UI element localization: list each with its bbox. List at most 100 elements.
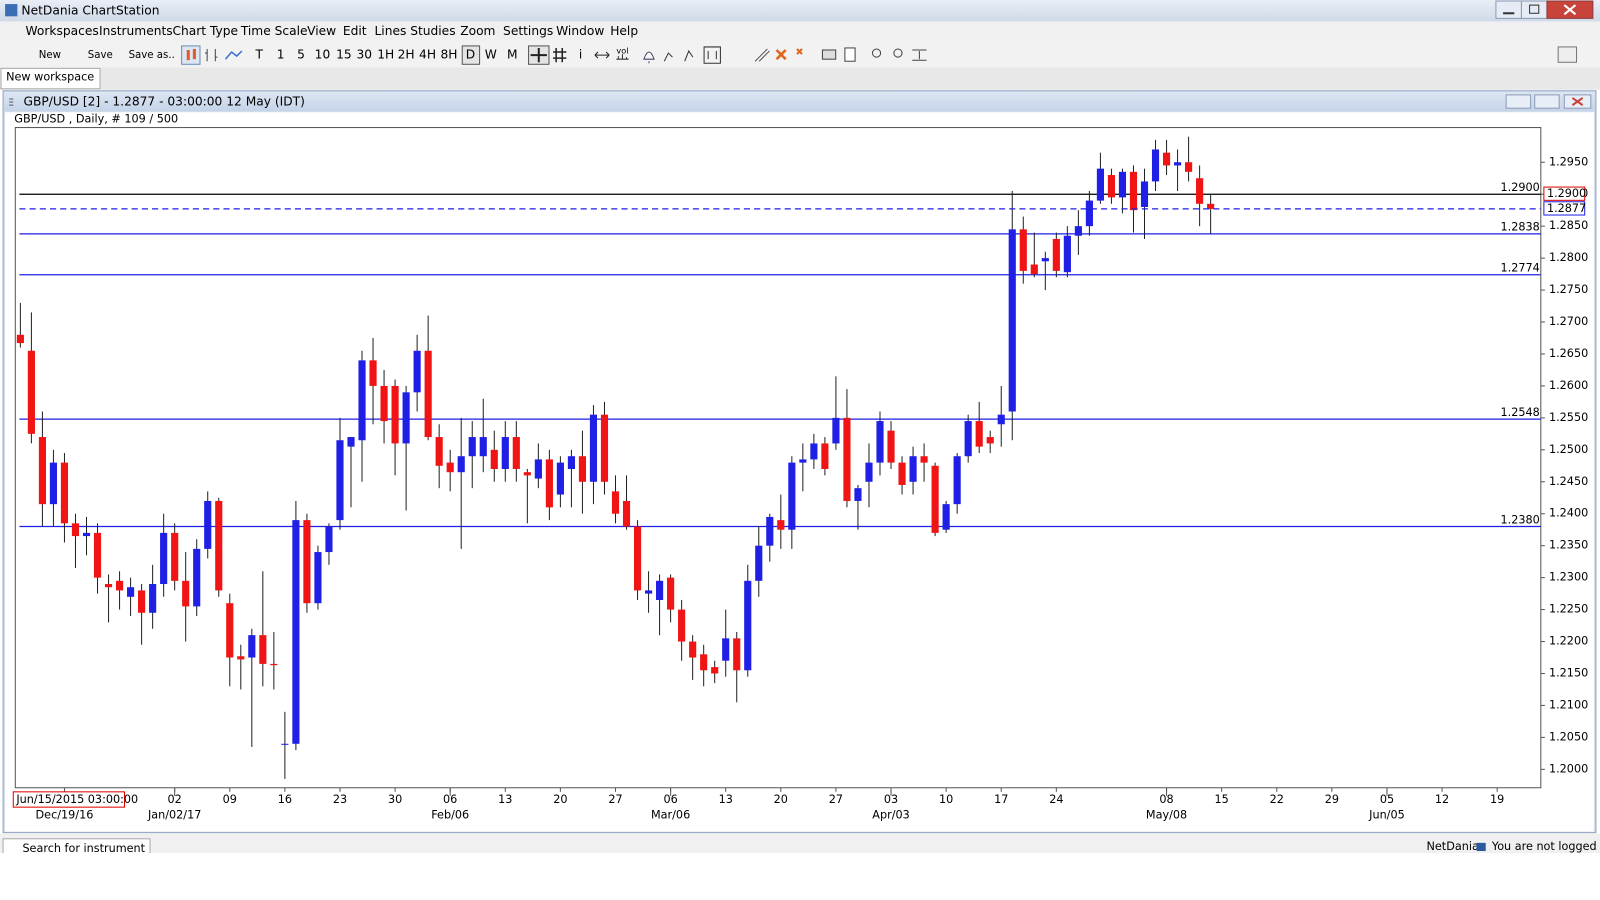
menu-item[interactable]: Studies xyxy=(410,24,455,38)
candle-body xyxy=(215,500,223,591)
chart-restore[interactable] xyxy=(1534,94,1560,109)
preview-button[interactable] xyxy=(844,47,856,62)
candle-body xyxy=(1173,162,1182,166)
scroll-button[interactable] xyxy=(594,51,610,59)
layout-button[interactable] xyxy=(1557,46,1578,63)
delete-all-tool[interactable] xyxy=(796,48,803,55)
period-button[interactable]: W xyxy=(485,48,497,62)
x-tick-label: 10 xyxy=(939,793,953,806)
menu-item[interactable]: Chart Type xyxy=(172,24,238,38)
workspace-tab[interactable] xyxy=(0,67,101,90)
y-tick-label: 1.2350 xyxy=(1549,539,1588,552)
minimize-button[interactable] xyxy=(1495,0,1522,19)
menu: Workspaces Instruments Chart Type Time Scal… xyxy=(26,24,639,38)
zoom-out-button[interactable] xyxy=(893,48,903,58)
menu-item[interactable]: View xyxy=(307,24,336,38)
period-button[interactable]: 4H xyxy=(419,48,436,62)
x-tick-label: 29 xyxy=(1325,793,1339,806)
x-tick-label: 13 xyxy=(498,793,512,806)
period-button[interactable]: 10 xyxy=(315,48,331,62)
period-button[interactable]: D xyxy=(466,48,475,62)
menu-item[interactable]: Time Scale xyxy=(240,24,308,38)
candle-body xyxy=(281,743,289,745)
x-major-label: May/08 xyxy=(1146,808,1187,821)
y-tick-label: 1.2600 xyxy=(1549,379,1588,392)
candle-body xyxy=(127,587,135,597)
candle-body xyxy=(622,500,631,527)
period-button[interactable]: 1H xyxy=(377,48,394,62)
candle-body xyxy=(193,548,201,607)
y-tick-label: 1.2500 xyxy=(1549,443,1588,456)
grid-button[interactable] xyxy=(553,47,567,63)
menu-item[interactable]: Window xyxy=(556,24,604,38)
chart: 1.2000 1.2050 1.2100 1.2150 1.2200 1.2250 1.23… xyxy=(12,127,1588,821)
y-tick-label: 1.2150 xyxy=(1549,666,1588,679)
fit-button[interactable] xyxy=(912,49,927,61)
print-button[interactable] xyxy=(821,49,837,60)
alert-button[interactable] xyxy=(643,51,655,64)
save-button[interactable]: Save xyxy=(88,50,113,61)
save-as-button[interactable]: Save as.. xyxy=(129,50,175,61)
candle-type-button[interactable] xyxy=(181,45,201,65)
volume-button[interactable]: vol xyxy=(616,46,628,56)
menu-item[interactable]: Lines xyxy=(374,24,406,38)
login-status: You are not logged in xyxy=(1491,840,1600,853)
x-tick-label: 13 xyxy=(719,793,733,806)
candle-body xyxy=(358,360,366,441)
candle-body xyxy=(986,437,994,444)
new-button[interactable]: New xyxy=(39,50,61,61)
period-button[interactable]: 5 xyxy=(297,48,305,62)
line-type-button[interactable] xyxy=(224,50,243,60)
delete-tool[interactable] xyxy=(775,49,787,61)
period-button[interactable]: M xyxy=(507,48,518,62)
y-tick-label: 1.2750 xyxy=(1549,283,1588,296)
period-button[interactable]: T xyxy=(254,48,263,62)
candle-body xyxy=(16,334,24,344)
info-button[interactable]: i xyxy=(579,48,582,62)
search-placeholder[interactable]: Search for instrument xyxy=(22,842,145,855)
menu-item[interactable]: Instruments xyxy=(99,24,173,38)
menu-item[interactable]: Workspaces xyxy=(26,24,99,38)
menu-item[interactable]: Settings xyxy=(503,24,553,38)
period-button[interactable]: 1 xyxy=(277,48,285,62)
menu-item[interactable]: Zoom xyxy=(460,24,495,38)
candle-body xyxy=(27,350,35,434)
candle-body xyxy=(402,392,410,444)
candle-body xyxy=(237,656,245,660)
candle-body xyxy=(799,459,807,463)
drawing-tools[interactable] xyxy=(663,46,721,64)
candle-body xyxy=(777,520,785,530)
restore-button[interactable] xyxy=(1520,0,1548,19)
icon xyxy=(530,47,547,63)
candle-body xyxy=(446,462,454,473)
window-controls[interactable] xyxy=(1495,0,1594,19)
zoom-in-button[interactable] xyxy=(871,48,882,58)
x-major-label: Jun/05 xyxy=(1368,808,1405,821)
candle-body xyxy=(854,488,862,501)
candle-body xyxy=(633,526,642,591)
menu-item[interactable]: Edit xyxy=(343,24,367,38)
period-button[interactable]: 2H xyxy=(398,48,415,62)
y-tick-label: 1.2000 xyxy=(1549,762,1588,775)
line-tool[interactable] xyxy=(754,48,770,62)
candle-body xyxy=(71,523,80,537)
candle-body xyxy=(1019,229,1027,271)
candle-body xyxy=(160,532,168,585)
bar-type-button[interactable] xyxy=(205,48,218,62)
menu-item[interactable]: Help xyxy=(610,24,638,38)
tab-label[interactable]: New workspace xyxy=(6,71,94,84)
candle-body xyxy=(545,459,553,508)
candle-body xyxy=(589,414,598,482)
candle-body xyxy=(689,641,697,658)
period-button[interactable]: 30 xyxy=(356,48,372,62)
period-button[interactable]: 15 xyxy=(336,48,352,62)
period-button[interactable]: 8H xyxy=(440,48,457,62)
y-tick-label: 1.2400 xyxy=(1549,507,1588,520)
candle-body xyxy=(1207,203,1215,209)
x-tick-label: 06 xyxy=(443,793,457,806)
candle-body xyxy=(60,462,69,524)
candle-body xyxy=(942,504,950,530)
chart-minimize[interactable] xyxy=(1505,94,1532,109)
candle-body xyxy=(336,440,344,521)
